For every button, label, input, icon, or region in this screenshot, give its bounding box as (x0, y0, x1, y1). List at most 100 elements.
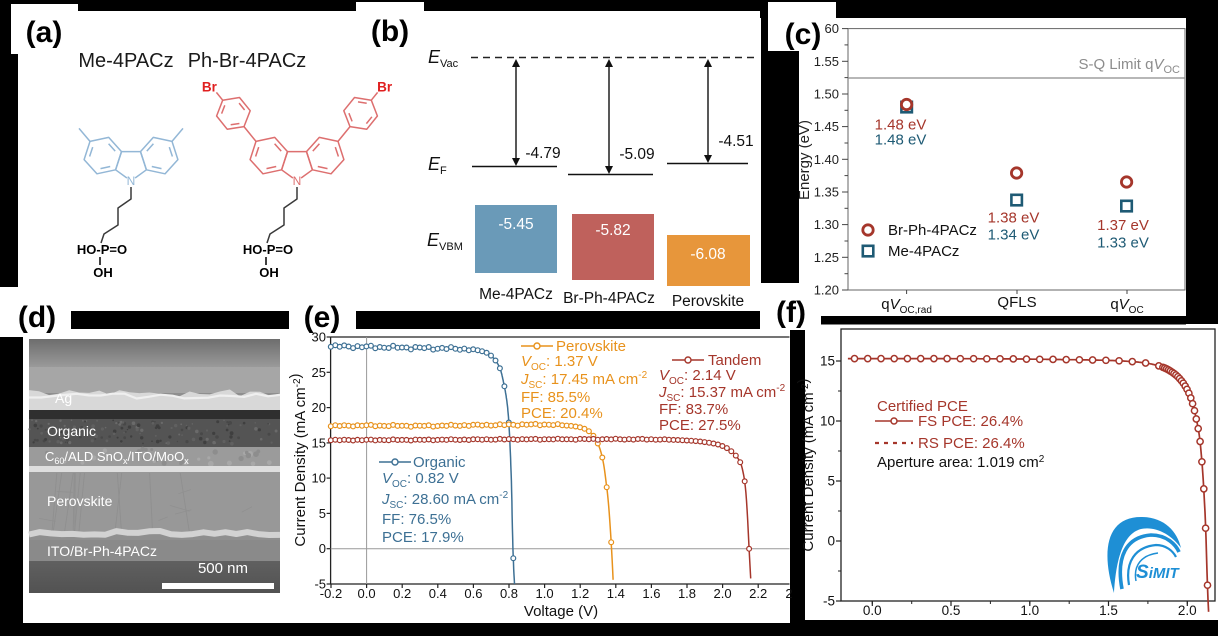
svg-text:0.6: 0.6 (464, 586, 482, 601)
svg-text:0: 0 (827, 534, 835, 549)
svg-text:1.0: 1.0 (1020, 603, 1039, 618)
svg-text:0.5: 0.5 (942, 603, 961, 618)
svg-text:Perovskite: Perovskite (672, 293, 744, 310)
svg-text:(c): (c) (785, 18, 822, 51)
svg-text:VOC: 2.14 V: VOC: 2.14 V (659, 367, 736, 387)
svg-text:Certified PCE: Certified PCE (877, 398, 968, 415)
svg-text:0: 0 (319, 541, 326, 556)
svg-text:Me-4PACz: Me-4PACz (479, 286, 553, 303)
svg-text:(e): (e) (304, 301, 341, 334)
svg-text:EVac: EVac (428, 47, 459, 70)
svg-text:Me-4PACz: Me-4PACz (888, 243, 959, 260)
svg-text:1.35: 1.35 (814, 185, 839, 200)
svg-text:1.48 eV: 1.48 eV (875, 132, 927, 149)
svg-text:-5: -5 (314, 577, 326, 592)
svg-text:VOC: 0.82 V: VOC: 0.82 V (382, 470, 459, 490)
svg-text:Organic: Organic (47, 423, 96, 439)
svg-text:Ag: Ag (55, 390, 72, 406)
svg-text:FS PCE: 26.4%: FS PCE: 26.4% (918, 413, 1023, 430)
svg-text:EF: EF (428, 154, 447, 177)
svg-text:2.0: 2.0 (714, 586, 732, 601)
svg-text:HO-P=O: HO-P=O (77, 242, 127, 257)
svg-text:FF: 76.5%: FF: 76.5% (382, 511, 451, 528)
svg-text:2.2: 2.2 (749, 586, 767, 601)
svg-text:0.2: 0.2 (393, 586, 411, 601)
svg-text:1.48 eV: 1.48 eV (875, 117, 927, 134)
svg-text:RS PCE: 26.4%: RS PCE: 26.4% (918, 435, 1025, 452)
svg-text:JSC: 28.60 mA cm-2: JSC: 28.60 mA cm-2 (381, 490, 509, 511)
svg-text:15: 15 (820, 354, 835, 369)
svg-text:SiMIT: SiMIT (1136, 562, 1181, 583)
svg-text:VOC: 1.37 V: VOC: 1.37 V (521, 353, 598, 373)
svg-text:(b): (b) (371, 15, 409, 48)
svg-text:0.0: 0.0 (358, 586, 376, 601)
svg-text:Br: Br (377, 79, 393, 94)
svg-text:N: N (293, 174, 302, 188)
svg-text:Perovskite: Perovskite (47, 493, 113, 509)
svg-text:S-Q Limit qVOC: S-Q Limit qVOC (1078, 56, 1180, 76)
svg-text:1.4: 1.4 (607, 586, 625, 601)
svg-text:1.5: 1.5 (1099, 603, 1118, 618)
svg-text:30: 30 (312, 330, 326, 345)
svg-text:Perovskite: Perovskite (556, 338, 626, 355)
svg-text:QFLS: QFLS (997, 294, 1036, 311)
svg-text:1.34 eV: 1.34 eV (988, 227, 1040, 244)
svg-text:OH: OH (93, 265, 113, 280)
svg-text:Aperture area: 1.019 cm2: Aperture area: 1.019 cm2 (877, 454, 1045, 471)
svg-text:1.55: 1.55 (814, 54, 839, 69)
svg-text:Br-Ph-4PACz: Br-Ph-4PACz (888, 222, 977, 239)
svg-text:N: N (127, 174, 136, 188)
svg-text:HO-P=O: HO-P=O (243, 242, 293, 257)
svg-text:C60/ALD SnOx/ITO/MoOx: C60/ALD SnOx/ITO/MoOx (45, 449, 189, 466)
svg-text:ITO/Br-Ph-4PACz: ITO/Br-Ph-4PACz (47, 543, 157, 559)
svg-text:Voltage (V): Voltage (V) (524, 603, 598, 620)
svg-text:-5.82: -5.82 (595, 222, 630, 239)
svg-text:1.33 eV: 1.33 eV (1097, 234, 1149, 251)
svg-text:0.8: 0.8 (500, 586, 518, 601)
svg-text:1.45: 1.45 (814, 119, 839, 134)
svg-text:-4.79: -4.79 (525, 145, 560, 162)
svg-text:PCE: 20.4%: PCE: 20.4% (521, 405, 603, 422)
svg-text:10: 10 (820, 414, 835, 429)
svg-text:20: 20 (312, 400, 326, 415)
svg-text:5: 5 (319, 506, 326, 521)
svg-text:Current Density (mA cm-2): Current Density (mA cm-2) (795, 378, 817, 551)
svg-text:Br: Br (202, 79, 218, 94)
svg-text:Ph-Br-4PACz: Ph-Br-4PACz (188, 50, 307, 72)
svg-text:FF: 83.7%: FF: 83.7% (659, 401, 728, 418)
svg-text:Organic: Organic (413, 454, 466, 471)
svg-text:Tandem: Tandem (708, 352, 761, 369)
svg-text:500 nm: 500 nm (198, 560, 248, 577)
svg-text:PCE: 27.5%: PCE: 27.5% (659, 417, 741, 434)
svg-text:Me-4PACz: Me-4PACz (78, 50, 173, 72)
svg-text:0.0: 0.0 (863, 603, 882, 618)
svg-text:1.30: 1.30 (814, 217, 839, 232)
svg-text:1.20: 1.20 (814, 283, 839, 298)
svg-text:1.25: 1.25 (814, 250, 839, 265)
svg-text:-4.51: -4.51 (718, 133, 753, 150)
svg-text:2: 2 (785, 586, 792, 601)
svg-text:-0.2: -0.2 (320, 586, 342, 601)
svg-text:OH: OH (259, 265, 279, 280)
svg-text:(f): (f) (776, 296, 806, 329)
svg-text:Current Density (mA cm-2): Current Density (mA cm-2) (287, 373, 309, 546)
svg-text:1.38 eV: 1.38 eV (988, 210, 1040, 227)
svg-text:1.0: 1.0 (536, 586, 554, 601)
svg-text:FF: 85.5%: FF: 85.5% (521, 389, 590, 406)
svg-text:0.4: 0.4 (429, 586, 447, 601)
svg-text:JSC: 17.45 mA cm-2: JSC: 17.45 mA cm-2 (520, 370, 648, 391)
svg-text:-5.45: -5.45 (498, 216, 533, 233)
svg-text:EVBM: EVBM (427, 230, 463, 253)
svg-text:Br-Ph-4PACz: Br-Ph-4PACz (563, 290, 655, 307)
svg-text:15: 15 (312, 435, 326, 450)
svg-text:25: 25 (312, 365, 326, 380)
svg-text:1.8: 1.8 (678, 586, 696, 601)
svg-text:1.2: 1.2 (571, 586, 589, 601)
svg-text:60: 60 (825, 21, 839, 36)
svg-text:1.37 eV: 1.37 eV (1097, 217, 1149, 234)
svg-text:10: 10 (312, 471, 326, 486)
svg-text:-5: -5 (823, 594, 835, 609)
svg-text:-5.09: -5.09 (619, 146, 654, 163)
svg-text:1.40: 1.40 (814, 152, 839, 167)
svg-text:JSC: 15.37 mA cm-2: JSC: 15.37 mA cm-2 (658, 383, 786, 404)
